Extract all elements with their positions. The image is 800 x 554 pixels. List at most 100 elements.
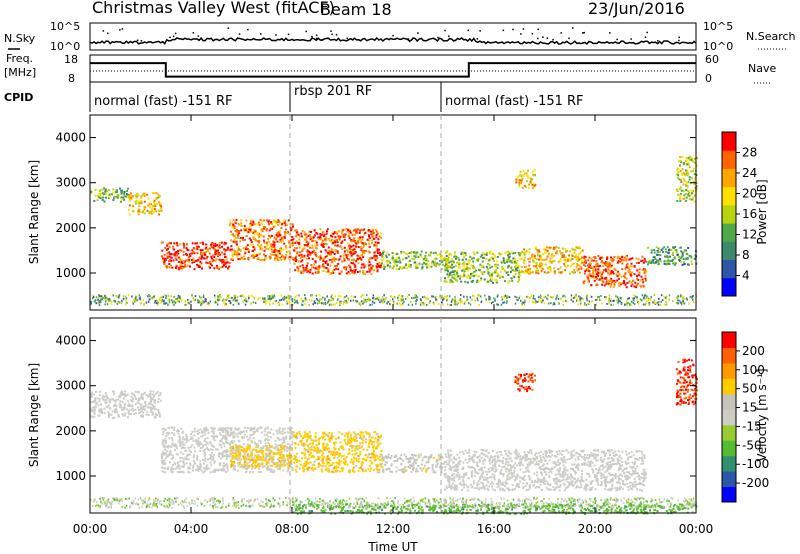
power-echo-region <box>160 241 231 271</box>
velocity-y-axis: 1000 2000 3000 4000 <box>55 334 696 483</box>
noise-right-tick-bottom: 10^0 <box>703 40 733 53</box>
noise-search-point <box>102 30 105 32</box>
velocity-echo-region <box>90 390 162 420</box>
velocity-echo-region <box>292 430 383 474</box>
colorbar-swatch <box>722 259 736 279</box>
station-title: Christmas Valley West (fitACF) <box>92 0 335 17</box>
velocity-echo-region <box>514 372 537 393</box>
freq-left-tick-top: 18 <box>64 53 78 66</box>
colorbar-swatch <box>722 332 736 348</box>
colorbar-tick-label: 28 <box>742 146 757 160</box>
x-tick-label: 08:00 <box>275 522 310 536</box>
power-echo-region <box>128 192 163 216</box>
colorbar-tick-label: 20 <box>742 187 757 201</box>
freq-right-tick-bottom: 0 <box>705 72 712 85</box>
colorbar-swatch <box>722 132 736 151</box>
noise-search-point <box>502 29 505 32</box>
power-echo-region <box>443 250 522 284</box>
x-tick-label: 12:00 <box>376 522 411 536</box>
colorbar-tick-label: 12 <box>742 228 757 242</box>
noise-search-point <box>448 35 450 37</box>
noise-search-point <box>305 30 307 33</box>
velocity-ground-speckle <box>90 497 698 509</box>
noise-search-point <box>657 40 659 42</box>
nave-label: Nave <box>748 62 776 75</box>
y-tick-label: 1000 <box>55 266 86 280</box>
velocity-echo-layer <box>90 358 698 515</box>
noise-search-point <box>678 36 680 39</box>
velocity-colorbar-label: Velocity [m s⁻¹] <box>755 368 769 461</box>
noise-search-point <box>583 31 585 34</box>
colorbar-tick-label: 4 <box>742 269 750 283</box>
velocity-echo-region <box>443 448 647 492</box>
y-tick-label: 2000 <box>55 221 86 235</box>
power-echo-layer <box>90 155 698 306</box>
noise-search-point <box>247 28 249 31</box>
noise-sky-line <box>89 36 697 46</box>
freq-right-tick-top: 60 <box>705 53 719 66</box>
colorbar-tick-label: -50 <box>742 438 762 452</box>
power-echo-region <box>582 254 648 289</box>
noise-search-point <box>169 36 171 39</box>
beam-label: Beam 18 <box>320 0 392 19</box>
colorbar-swatch <box>722 424 736 441</box>
power-colorbar-label: Power [dB] <box>755 179 769 244</box>
colorbar-swatch <box>722 347 736 364</box>
power-y-axis: 1000 2000 3000 4000 <box>55 131 696 280</box>
noise-right-label: N.Search <box>746 30 796 43</box>
velocity-colorbar: 200 100 50 15 -15 -50 -100 -200 <box>721 331 769 503</box>
freq-left-label-1: Freq. <box>6 52 33 65</box>
noise-search-point <box>454 39 456 41</box>
noise-search-point <box>275 34 277 36</box>
noise-search-point <box>335 34 338 36</box>
y-tick-label: 2000 <box>55 424 86 438</box>
y-tick-label: 4000 <box>55 131 86 145</box>
noise-search-point <box>136 39 139 42</box>
power-echo-region <box>515 169 537 190</box>
noise-search-point <box>227 27 230 29</box>
noise-search-point <box>174 32 177 35</box>
noise-search-point <box>537 28 539 31</box>
noise-search-point <box>417 32 419 34</box>
power-y-axis-label: Slant Range [km] <box>27 160 41 264</box>
power-panel-frame <box>89 114 697 311</box>
noise-search-point <box>542 36 544 38</box>
colorbar-tick-label: -15 <box>742 419 762 433</box>
colorbar-swatch <box>722 378 736 395</box>
colorbar-swatch <box>722 223 736 242</box>
power-colorbar: 28 24 20 16 12 8 4 <box>721 131 757 297</box>
cpid-label: CPID <box>4 91 33 104</box>
noise-search-point <box>119 29 121 31</box>
colorbar-tick-label: 50 <box>742 382 757 396</box>
noise-search-point <box>644 36 647 38</box>
noise-trace <box>89 27 697 46</box>
cpid-segment-1: normal (fast) -151 RF <box>94 94 233 109</box>
velocity-echo-region <box>229 444 294 469</box>
noise-left-label: N.Sky <box>4 32 36 45</box>
colorbar-swatch <box>722 409 736 426</box>
colorbar-swatch <box>722 455 736 472</box>
x-tick-label: 04:00 <box>174 522 209 536</box>
noise-search-point <box>467 29 469 32</box>
colorbar-tick-label: 200 <box>742 344 765 358</box>
colorbar-swatch <box>722 150 736 169</box>
power-echo-region <box>380 250 446 271</box>
y-tick-label: 3000 <box>55 176 86 190</box>
cpid-segment-3: normal (fast) -151 RF <box>445 94 584 109</box>
x-tick-label: 16:00 <box>477 522 512 536</box>
power-echo-region <box>645 246 698 266</box>
y-tick-label: 4000 <box>55 334 86 348</box>
y-tick-label: 1000 <box>55 469 86 483</box>
noise-search-point <box>407 38 410 40</box>
noise-search-point <box>121 28 124 30</box>
noise-search-point <box>678 39 680 42</box>
y-tick-label: 3000 <box>55 379 86 393</box>
noise-search-point <box>321 38 324 41</box>
colorbar-swatch <box>722 471 736 488</box>
x-tick-label: 00:00 <box>73 522 108 536</box>
noise-search-point <box>646 31 648 34</box>
colorbar-swatch <box>722 277 736 297</box>
noise-left-tick-top: 10^5 <box>50 20 80 33</box>
colorbar-swatch <box>722 362 736 379</box>
colorbar-frame <box>721 331 737 503</box>
